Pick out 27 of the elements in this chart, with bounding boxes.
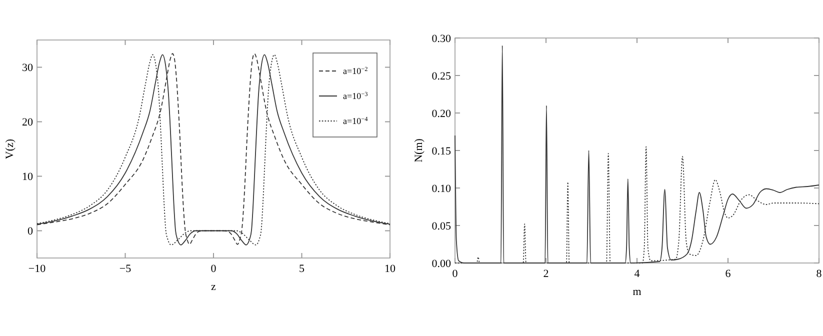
y-tick-label: 10 [22,171,34,184]
legend-label: a=10$^{−2}$ [343,66,368,76]
y-tick-label: 0.10 [432,182,452,195]
y-tick-label: 0.25 [432,70,452,82]
x-tick-label: 10 [384,263,396,275]
x-tick-label: 2 [543,268,549,280]
y-tick-label: 0.05 [432,220,452,232]
x-tick-label: −5 [119,263,132,275]
y-tick-label: 0.15 [432,145,452,158]
y-tick-label: 20 [22,116,34,129]
y-tick-label: 0 [28,226,34,238]
x-tick-label: 4 [634,268,640,280]
y-axis-title: N(m) [413,138,425,162]
y-axis-title: V(z) [4,138,16,160]
x-axis-title: m [632,286,642,298]
x-tick-label: 0 [210,263,217,275]
x-tick-label: 6 [725,268,732,280]
y-tick-label: 0.20 [432,108,452,120]
y-tick-label: 30 [22,62,34,74]
x-tick-label: 8 [816,268,822,280]
legend-label: a=10$^{−4}$ [343,116,369,126]
legend-label: a=10$^{−3}$ [343,90,368,102]
y-tick-label: 0.30 [432,32,452,45]
x-axis-title: z [211,281,216,293]
y-tick-label: 0.00 [432,258,452,270]
x-tick-label: 5 [299,263,305,275]
x-tick-label: −10 [28,263,46,275]
